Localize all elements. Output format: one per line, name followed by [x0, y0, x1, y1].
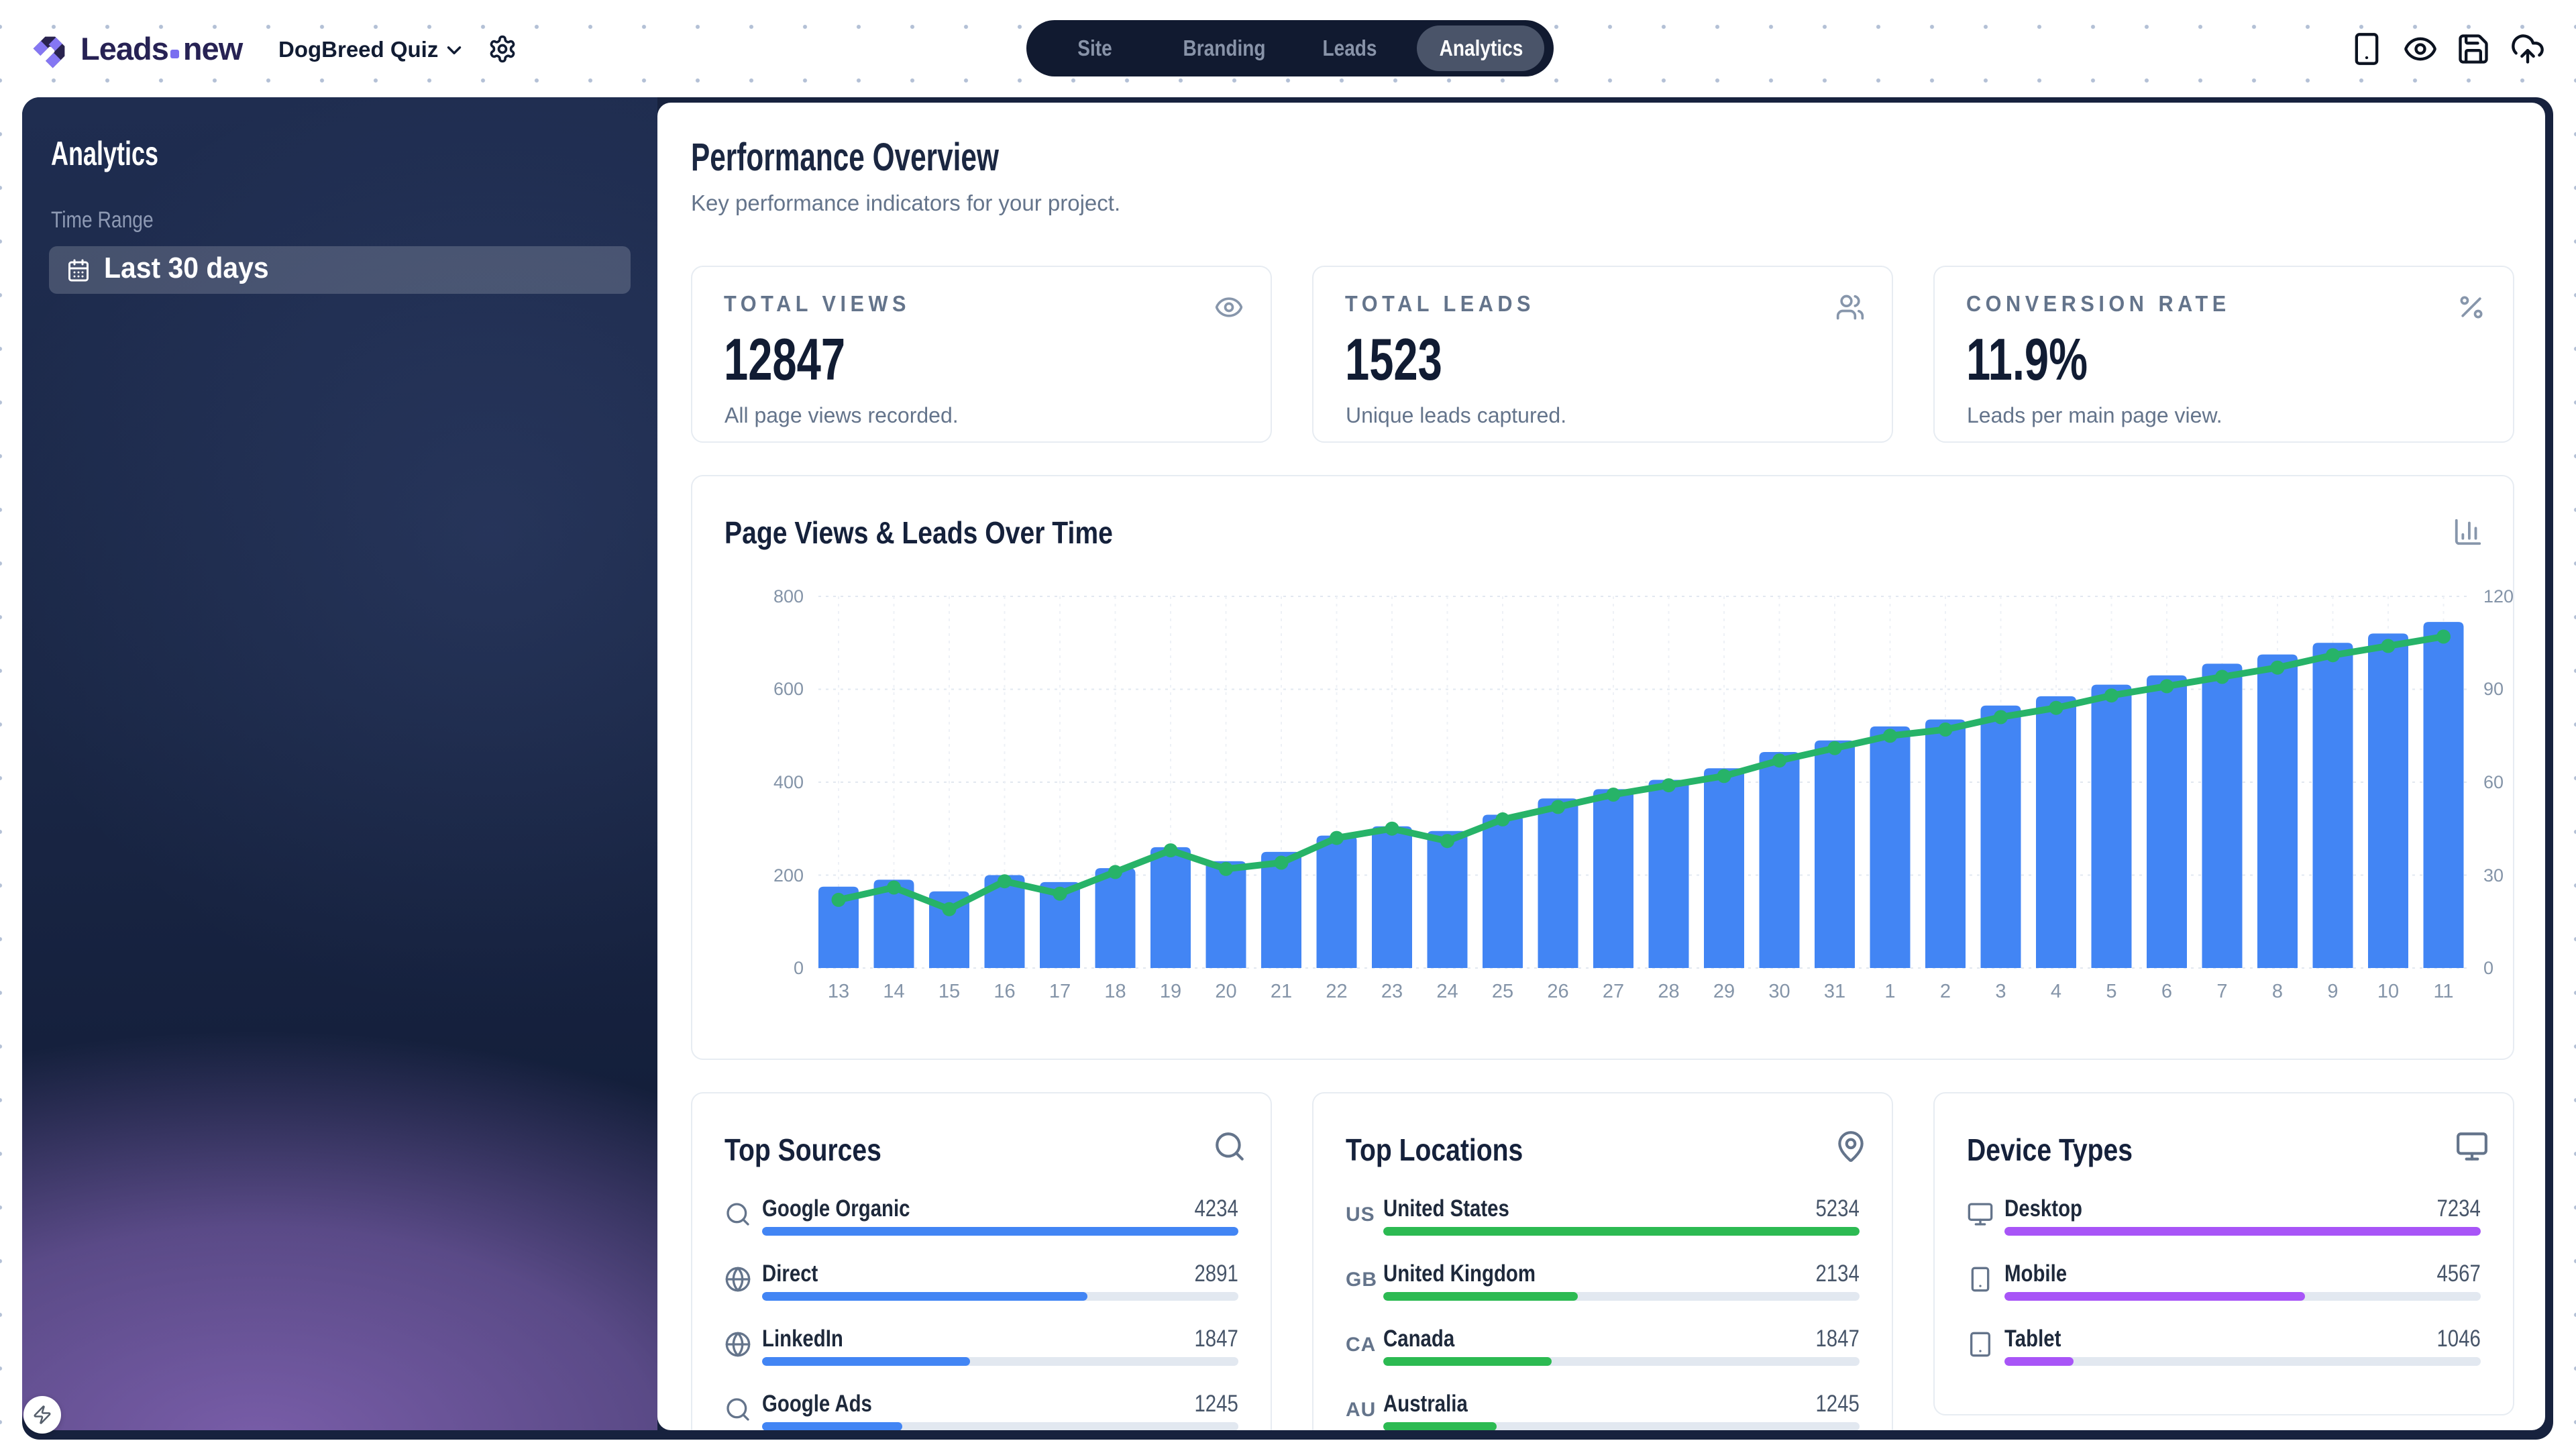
svg-text:19: 19 [1160, 981, 1181, 1002]
svg-text:17: 17 [1049, 981, 1071, 1002]
svg-text:26: 26 [1547, 981, 1568, 1002]
svg-text:31: 31 [1824, 981, 1845, 1002]
svg-text:8: 8 [2272, 981, 2283, 1002]
svg-text:28: 28 [1658, 981, 1679, 1002]
svg-text:24: 24 [1436, 981, 1458, 1002]
svg-text:14: 14 [883, 981, 904, 1002]
svg-text:22: 22 [1326, 981, 1347, 1002]
svg-text:27: 27 [1603, 981, 1624, 1002]
svg-text:11: 11 [2433, 981, 2453, 1002]
svg-text:6: 6 [2161, 981, 2172, 1002]
svg-text:16: 16 [994, 981, 1015, 1002]
svg-text:23: 23 [1381, 981, 1403, 1002]
svg-text:0: 0 [794, 958, 804, 978]
svg-text:30: 30 [2483, 865, 2504, 885]
svg-text:120: 120 [2483, 586, 2514, 606]
svg-text:10: 10 [2377, 981, 2399, 1002]
svg-text:20: 20 [1215, 981, 1236, 1002]
svg-text:30: 30 [1768, 981, 1790, 1002]
svg-text:1: 1 [1884, 981, 1895, 1002]
svg-text:4: 4 [2051, 981, 2061, 1002]
svg-text:60: 60 [2483, 772, 2504, 792]
svg-text:3: 3 [1995, 981, 2006, 1002]
svg-text:13: 13 [828, 981, 849, 1002]
svg-text:18: 18 [1104, 981, 1126, 1002]
svg-text:15: 15 [938, 981, 960, 1002]
svg-text:400: 400 [773, 772, 804, 792]
svg-text:2: 2 [1940, 981, 1951, 1002]
svg-text:90: 90 [2483, 679, 2504, 699]
svg-text:5: 5 [2106, 981, 2116, 1002]
svg-text:9: 9 [2327, 981, 2338, 1002]
svg-text:800: 800 [773, 586, 804, 606]
svg-text:600: 600 [773, 679, 804, 699]
svg-text:7: 7 [2216, 981, 2227, 1002]
svg-text:29: 29 [1713, 981, 1735, 1002]
svg-text:0: 0 [2483, 958, 2493, 978]
svg-text:25: 25 [1492, 981, 1513, 1002]
svg-text:21: 21 [1271, 981, 1292, 1002]
svg-text:200: 200 [773, 865, 804, 885]
